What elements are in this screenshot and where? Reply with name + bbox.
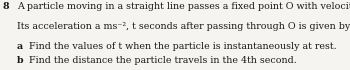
- Text: a: a: [17, 42, 23, 51]
- Text: 8: 8: [2, 2, 9, 11]
- Text: b: b: [17, 56, 23, 65]
- Text: Find the values of t when the particle is instantaneously at rest.: Find the values of t when the particle i…: [29, 42, 336, 51]
- Text: A particle moving in a straight line passes a fixed point O with velocity 18 ms⁻: A particle moving in a straight line pas…: [17, 2, 350, 11]
- Text: Its acceleration a ms⁻², t seconds after passing through O is given by a = 3t − : Its acceleration a ms⁻², t seconds after…: [17, 22, 350, 31]
- Text: Find the distance the particle travels in the 4th second.: Find the distance the particle travels i…: [29, 56, 296, 65]
